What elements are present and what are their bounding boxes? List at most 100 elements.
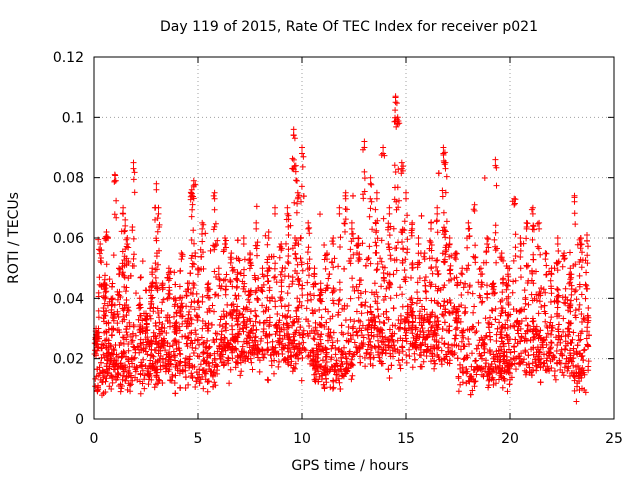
data-point [458,338,465,345]
data-point [130,322,137,328]
data-point [111,171,118,178]
data-point [329,297,336,304]
data-point [272,204,278,211]
data-point [305,352,312,359]
data-point [555,326,562,333]
data-point [193,331,199,338]
data-point [526,364,533,371]
data-point [422,336,428,343]
data-point [260,328,267,335]
data-point [500,340,507,347]
data-point [493,331,500,338]
data-point [442,228,449,235]
data-point [433,257,440,264]
data-point [222,276,229,283]
data-point [467,391,474,398]
data-point [404,303,411,310]
data-point [259,265,266,272]
data-point [318,370,325,377]
data-point [505,340,512,347]
data-point [543,367,550,374]
data-point [113,197,120,204]
data-point [346,350,353,357]
data-point [529,360,536,367]
data-point [372,249,379,256]
data-point [448,252,455,259]
data-point [388,332,395,339]
data-point [316,306,323,313]
data-point [276,324,283,331]
data-point [584,342,591,349]
data-point [418,363,425,370]
data-point [152,322,159,329]
data-point [372,239,379,246]
data-point [496,358,503,365]
data-point [276,358,282,365]
data-point [459,379,466,386]
data-point [365,341,372,348]
data-point [129,360,136,367]
data-point [182,355,189,362]
data-point [241,266,247,273]
data-point [148,376,155,383]
data-point [177,294,184,301]
data-point [482,315,489,322]
data-point [489,307,496,314]
data-point [190,193,196,200]
data-point [362,288,369,295]
data-point [572,221,579,228]
data-point [159,321,166,327]
data-point [380,319,387,326]
data-point [445,341,452,348]
data-point [386,326,393,333]
data-point [274,311,281,317]
data-point [349,372,356,379]
data-point [109,295,116,302]
data-point [240,319,247,326]
data-point [126,319,133,326]
data-point [220,277,227,284]
data-point [525,262,532,269]
data-point [190,227,197,234]
data-point [98,359,104,366]
data-point [164,312,171,319]
data-point [440,144,447,151]
data-point [374,293,381,300]
data-point [573,398,580,405]
data-point [373,189,380,196]
data-point [284,204,291,211]
data-point [162,347,169,354]
data-point [567,249,573,256]
data-point [291,242,298,249]
data-point [542,318,549,325]
data-point [324,250,330,257]
data-point [188,299,195,306]
data-point [350,251,357,258]
data-point [119,269,126,276]
x-tick-label: 25 [605,431,623,447]
data-point [541,302,548,309]
data-point [349,325,356,332]
data-point [399,257,406,264]
data-point [154,228,161,235]
data-point [351,339,358,346]
data-point [275,319,282,326]
data-point [372,318,379,325]
data-point [149,279,156,286]
data-point [380,144,387,151]
data-point [484,373,491,380]
data-point [504,312,511,319]
data-point [177,384,184,391]
data-point [237,372,244,379]
data-point [233,255,240,262]
data-point [148,337,155,344]
data-point [376,354,383,361]
data-point [478,299,485,306]
data-point [375,313,382,320]
data-point [312,376,319,383]
data-point [387,295,394,302]
data-point [585,317,592,324]
data-point [204,325,211,332]
data-point [153,180,160,187]
data-point [535,335,542,342]
